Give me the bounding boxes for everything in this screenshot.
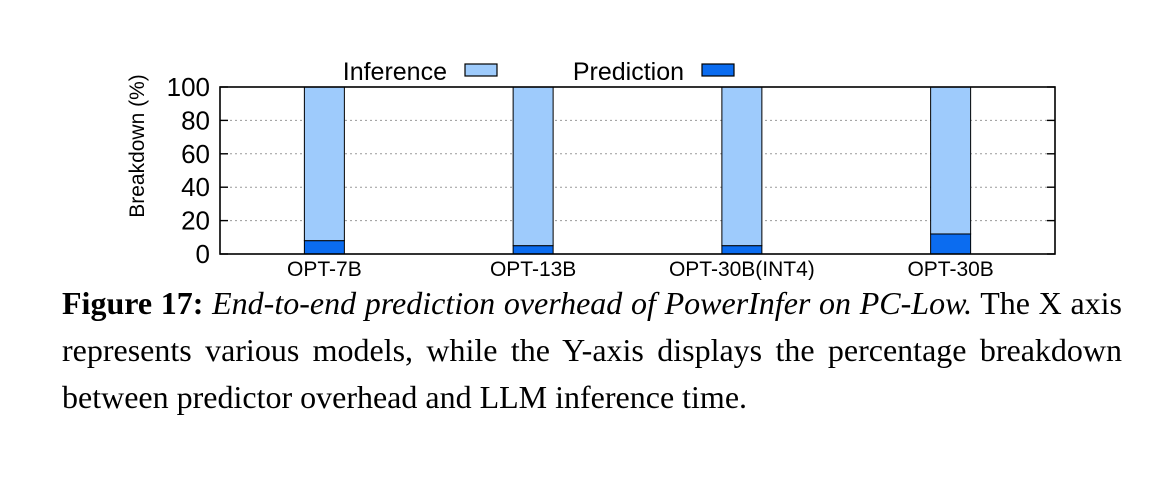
bar-prediction (930, 233, 972, 255)
x-tick-label: OPT-13B (490, 258, 576, 280)
bar-inference (512, 86, 554, 247)
caption-label: Figure 17: (62, 285, 204, 321)
legend-swatch-inference (464, 63, 498, 77)
legend-label-inference: Inference (343, 58, 447, 86)
x-tick-labels: OPT-7B OPT-13B OPT-30B(INT4) OPT-30B (287, 258, 994, 280)
legend-label-prediction: Prediction (573, 58, 684, 86)
caption-title: End-to-end prediction overhead of PowerI… (212, 285, 973, 321)
x-tick-label: OPT-30B(INT4) (669, 258, 815, 280)
bar-prediction (512, 245, 554, 255)
x-tick-label: OPT-7B (287, 258, 362, 280)
bar-inference (930, 86, 972, 235)
y-tick-label: 80 (181, 105, 210, 135)
grid-lines (220, 86, 1055, 255)
y-axis-label: Breakdown (%) (126, 74, 149, 218)
bar-inference (721, 86, 763, 247)
figure-caption: Figure 17: End-to-end prediction overhea… (62, 280, 1122, 421)
bar-prediction (303, 240, 345, 255)
bars (303, 86, 972, 255)
bar-prediction (721, 245, 763, 255)
y-tick-label: 20 (181, 206, 210, 236)
bar-inference (303, 86, 345, 242)
y-tick-label: 0 (196, 239, 210, 269)
y-tick-label: 40 (181, 172, 210, 202)
x-tick-label: OPT-30B (907, 258, 993, 280)
plot-frame (219, 86, 1056, 255)
legend: Inference Prediction (343, 58, 735, 86)
caption-body: The X axis represents various models, wh… (62, 285, 1123, 415)
stacked-bar-chart: Inference Prediction Breakdown (%) 020 40… (126, 58, 1056, 280)
legend-swatch-prediction (701, 63, 735, 77)
y-tick-label: 100 (167, 72, 210, 102)
y-tick-label: 60 (181, 139, 210, 169)
